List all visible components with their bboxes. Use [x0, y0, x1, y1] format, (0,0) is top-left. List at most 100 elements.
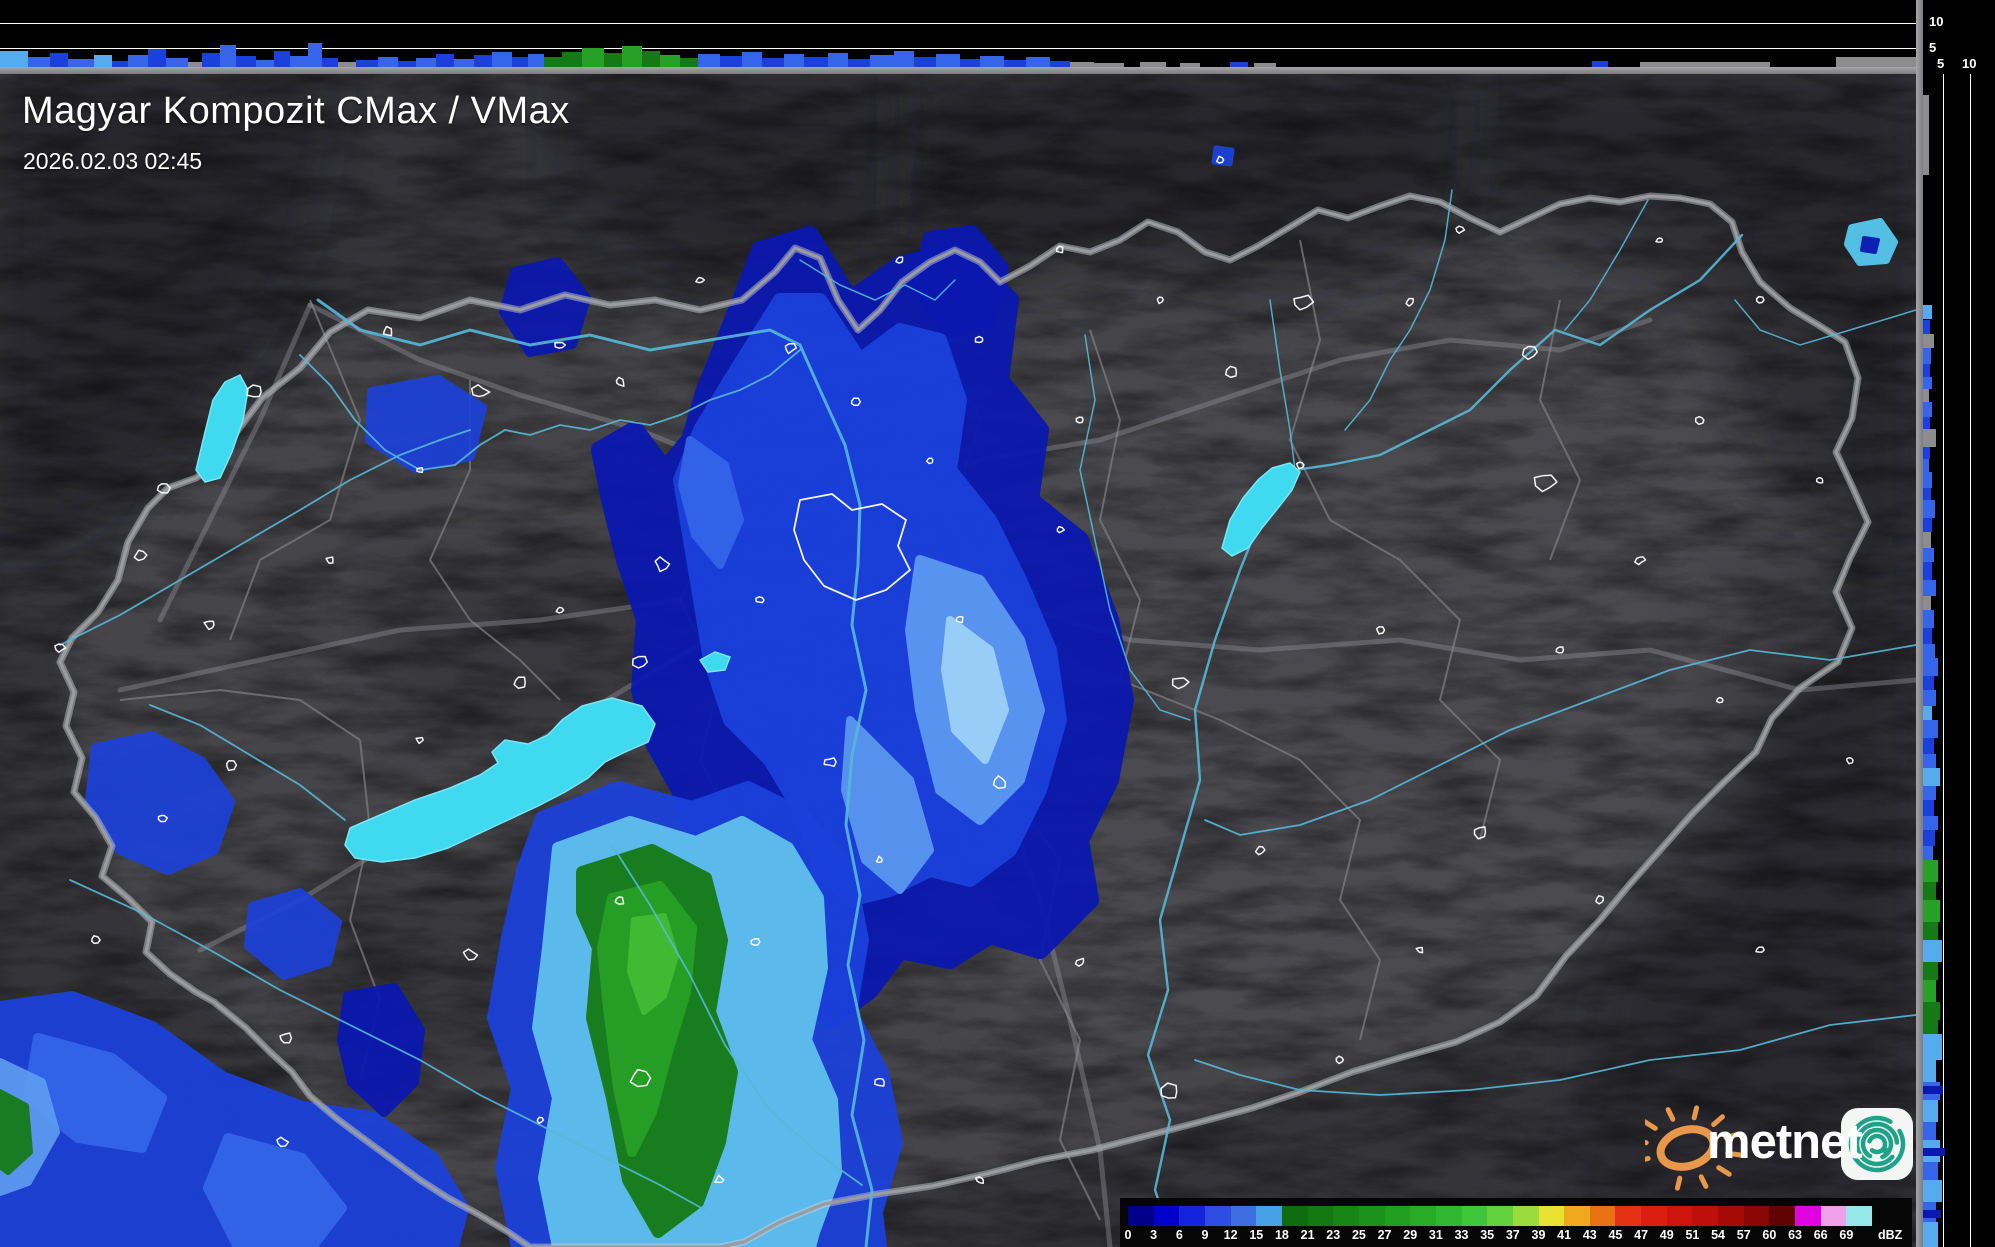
- top-profile-echo-block: [1050, 61, 1070, 67]
- dbz-color-cell: [1281, 1206, 1308, 1226]
- dbz-color-cell: [1589, 1206, 1616, 1226]
- right-profile-echo-block: [1923, 459, 1929, 472]
- dbz-tick-label: 31: [1428, 1228, 1443, 1242]
- dbz-tick-label: 9: [1201, 1228, 1209, 1242]
- top-profile-echo-block: [742, 52, 762, 67]
- right-profile-echo-block: [1923, 562, 1932, 580]
- top-profile-gridline: [0, 23, 1916, 24]
- right-profile-echo-block: [1923, 389, 1929, 402]
- right-profile-echo-block: [1923, 417, 1930, 429]
- top-profile-echo-block: [1836, 57, 1916, 67]
- top-profile-echo-block: [398, 61, 416, 67]
- dbz-tick-label: 6: [1175, 1228, 1183, 1242]
- radar-map: [0, 74, 1916, 1247]
- top-profile-echo-block: [256, 60, 274, 67]
- top-profile-echo-block: [356, 60, 378, 67]
- dbz-tick-label: 45: [1608, 1228, 1623, 1242]
- dbz-color-cell: [1641, 1206, 1667, 1226]
- right-profile-echo-block: [1923, 500, 1935, 518]
- top-profile-echo-block: [338, 62, 356, 67]
- right-profile-echo-block: [1923, 377, 1932, 389]
- top-profile-echo-block: [50, 53, 68, 67]
- dbz-color-cell: [1846, 1206, 1873, 1226]
- right-profile-echo-block: [1923, 706, 1932, 720]
- dbz-color-cell: [1179, 1206, 1205, 1226]
- top-profile-gridline: [0, 48, 1916, 49]
- dbz-tick-label: 23: [1326, 1228, 1341, 1242]
- right-profile-echo-block: [1923, 738, 1934, 754]
- dbz-tick-label: 29: [1403, 1228, 1418, 1242]
- dbz-tick-label: 21: [1300, 1228, 1315, 1242]
- dbz-tick-label: 27: [1377, 1228, 1392, 1242]
- top-profile-echo-block: [0, 51, 28, 67]
- dbz-color-cell: [1461, 1206, 1488, 1226]
- top-profile-echo-block: [148, 49, 166, 67]
- top-profile-echo-block: [1592, 61, 1608, 67]
- dbz-tick-label: 37: [1505, 1228, 1520, 1242]
- top-profile-echo-block: [378, 57, 398, 67]
- top-profile-echo-block: [980, 56, 1004, 67]
- right-profile-echo-block: [1923, 768, 1940, 786]
- top-axis-label-10: 10: [1929, 14, 1944, 29]
- top-profile-echo-block: [544, 57, 562, 67]
- dbz-color-cell: [1230, 1206, 1257, 1226]
- dbz-color-cell: [1615, 1206, 1642, 1226]
- top-profile-echo-block: [128, 55, 148, 67]
- right-profile-echo-block: [1923, 830, 1935, 846]
- dbz-color-cell: [1128, 1206, 1154, 1226]
- right-profile-echo-block: [1923, 720, 1938, 738]
- top-profile-echo-block: [604, 53, 622, 67]
- right-profile-echo-block: [1923, 676, 1934, 690]
- dbz-tick-label: 43: [1582, 1228, 1597, 1242]
- top-profile-echo-block: [454, 59, 474, 67]
- logo-text: metnet: [1707, 1115, 1863, 1169]
- right-profile-echo-block: [1923, 1222, 1938, 1247]
- top-profile-echo-block: [436, 54, 454, 67]
- top-profile-echo-block: [528, 54, 544, 67]
- right-profile-echo-block: [1923, 596, 1931, 610]
- dbz-color-cell: [1256, 1206, 1282, 1226]
- horizontal-divider: [0, 67, 1995, 74]
- dbz-color-cell: [1512, 1206, 1539, 1226]
- right-profile-echo-block: [1923, 644, 1935, 658]
- right-profile-echo-block: [1923, 532, 1931, 548]
- top-profile-echo-block: [274, 51, 290, 67]
- dbz-tick-label: 49: [1659, 1228, 1674, 1242]
- top-profile-echo-block: [1254, 63, 1276, 67]
- right-profile-echo-block: [1923, 786, 1936, 800]
- dbz-color-cell: [1769, 1206, 1796, 1226]
- dbz-tick-label: 63: [1788, 1228, 1802, 1242]
- right-profile-echo-block: [1923, 548, 1934, 562]
- right-profile-echo-block: [1923, 1002, 1940, 1020]
- right-profile-echo-block: [1923, 980, 1936, 1002]
- top-profile-echo-block: [322, 58, 338, 67]
- right-profile-echo-block: [1923, 305, 1932, 319]
- top-profile-echo-block: [828, 53, 848, 67]
- top-profile-echo-block: [290, 56, 308, 67]
- vmax-right-profile: [1923, 74, 1995, 1247]
- vmax-top-profile: [0, 0, 1916, 67]
- right-profile-echo-block: [1923, 940, 1942, 962]
- top-axis-label-5: 5: [1929, 40, 1937, 55]
- top-profile-echo-block: [1180, 63, 1200, 67]
- right-profile-echo-block: [1923, 472, 1932, 488]
- dbz-tick-label: 0: [1124, 1228, 1132, 1242]
- dbz-tick-label: 51: [1685, 1228, 1700, 1242]
- right-profile-echo-block: [1923, 429, 1936, 447]
- right-profile-echo-block: [1923, 800, 1934, 816]
- dbz-color-cell: [1153, 1206, 1180, 1226]
- top-profile-echo-block: [492, 52, 512, 67]
- right-axis-label-10: 10: [1962, 56, 1977, 71]
- dbz-color-cell: [1718, 1206, 1744, 1226]
- dbz-color-cell: [1333, 1206, 1359, 1226]
- top-profile-echo-block: [1230, 62, 1248, 67]
- right-profile-echo-block: [1923, 1180, 1942, 1202]
- top-profile-echo-block: [960, 59, 980, 67]
- right-profile-echo-block: [1923, 1060, 1936, 1082]
- dbz-tick-label: 66: [1813, 1228, 1828, 1242]
- right-profile-echo-block: [1923, 95, 1929, 175]
- dbz-legend: dBZ 0 3 6 9 12 15 18 21 23 25 27 29 31 33 35 37 39 41 43 45…: [1120, 1198, 1912, 1247]
- top-profile-echo-block: [660, 55, 680, 67]
- right-profile-echo-block: [1923, 922, 1938, 940]
- right-profile-echo-block: [1923, 447, 1930, 459]
